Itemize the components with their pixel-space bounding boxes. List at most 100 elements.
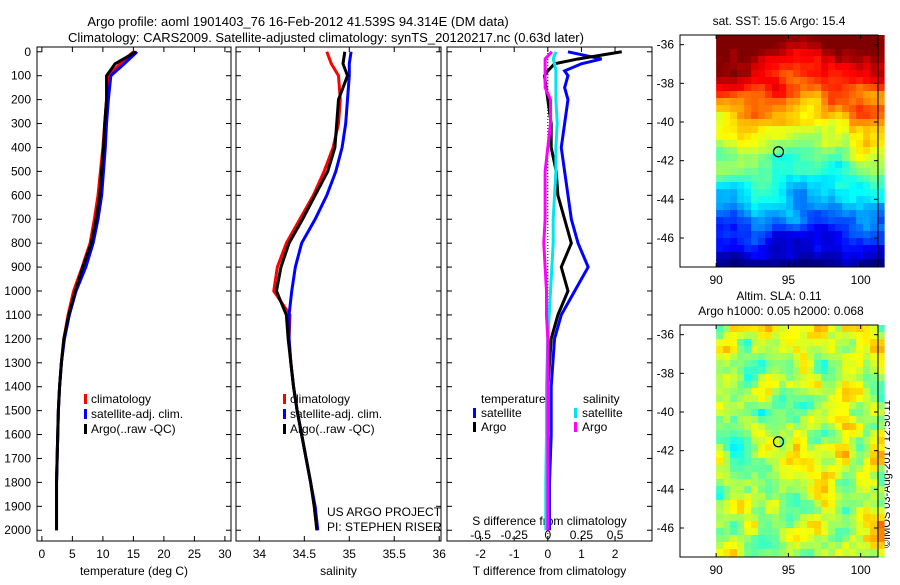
heatmap-cell: [723, 528, 731, 536]
heatmap-cell: [821, 203, 829, 211]
heatmap-cell: [779, 161, 787, 169]
heatmap-cell: [765, 472, 773, 480]
y-tick-label: 0: [24, 45, 31, 59]
heatmap-cell: [751, 381, 759, 389]
series-line-argo-raw-qc-: [55, 50, 137, 531]
heatmap-cell: [744, 238, 752, 246]
heatmap-cell: [807, 231, 815, 239]
heatmap-cell: [779, 521, 787, 529]
heatmap-cell: [716, 360, 724, 368]
heatmap-cell: [835, 465, 843, 473]
heatmap-cell: [814, 175, 822, 183]
heatmap-cell: [877, 154, 885, 162]
heatmap-cell: [716, 98, 724, 106]
heatmap-cell: [828, 381, 836, 389]
heatmap-cell: [779, 549, 787, 557]
heatmap-cell: [723, 63, 731, 71]
heatmap-cell: [835, 395, 843, 403]
heatmap-cell: [765, 175, 773, 183]
heatmap-cell: [779, 196, 787, 204]
heatmap-cell: [730, 346, 738, 354]
heatmap-cell: [849, 374, 857, 382]
heatmap-cell: [772, 175, 780, 183]
heatmap-cell: [807, 112, 815, 120]
heatmap-cell: [856, 451, 864, 459]
heatmap-cell: [849, 465, 857, 473]
heatmap-cell: [849, 479, 857, 487]
heatmap-cell: [737, 91, 745, 99]
heatmap-cell: [849, 42, 857, 50]
heatmap-cell: [779, 168, 787, 176]
heatmap-cell: [807, 147, 815, 155]
heatmap-cell: [793, 98, 801, 106]
heatmap-cell: [779, 423, 787, 431]
heatmap-cell: [737, 465, 745, 473]
heatmap-cell: [758, 360, 766, 368]
heatmap-cell: [772, 549, 780, 557]
heatmap-cell: [786, 507, 794, 515]
heatmap-cell: [877, 231, 885, 239]
heatmap-cell: [807, 154, 815, 162]
heatmap-cell: [800, 360, 808, 368]
heatmap-cell: [835, 367, 843, 375]
heatmap-cell: [877, 77, 885, 85]
heatmap-cell: [821, 63, 829, 71]
heatmap-cell: [821, 423, 829, 431]
heatmap-cell: [758, 98, 766, 106]
heatmap-cell: [751, 182, 759, 190]
heatmap-cell: [835, 507, 843, 515]
heatmap-cell: [758, 252, 766, 260]
heatmap-cell: [723, 339, 731, 347]
heatmap-cell: [716, 346, 724, 354]
heatmap-cell: [744, 133, 752, 141]
heatmap-cell: [751, 189, 759, 197]
heatmap-cell: [730, 493, 738, 501]
heatmap-cell: [772, 479, 780, 487]
heatmap-cell: [779, 374, 787, 382]
heatmap-cell: [786, 175, 794, 183]
heatmap-cell: [786, 409, 794, 417]
x-tick-label: 90: [709, 273, 723, 287]
heatmap-cell: [765, 147, 773, 155]
heatmap-cell: [870, 535, 878, 543]
heatmap-cell: [849, 168, 857, 176]
heatmap-cell: [744, 189, 752, 197]
heatmap-cell: [835, 168, 843, 176]
heatmap-cell: [877, 381, 885, 389]
heatmap-cell: [807, 56, 815, 64]
heatmap-cell: [807, 133, 815, 141]
heatmap-cell: [821, 479, 829, 487]
series-line-satellite-adj-clim-: [55, 50, 139, 531]
heatmap-cell: [821, 154, 829, 162]
heatmap-cell: [744, 119, 752, 127]
heatmap-cell: [779, 112, 787, 120]
heatmap-cell: [772, 402, 780, 410]
heatmap-cell: [856, 217, 864, 225]
heatmap-cell: [842, 451, 850, 459]
heatmap-cell: [849, 147, 857, 155]
heatmap-cell: [800, 437, 808, 445]
heatmap-cell: [793, 70, 801, 78]
heatmap-cell: [807, 549, 815, 557]
heatmap-cell: [751, 437, 759, 445]
heatmap-cell: [863, 381, 871, 389]
heatmap-cell: [730, 252, 738, 260]
heatmap-cell: [814, 126, 822, 134]
heatmap-cell: [863, 105, 871, 113]
x-tick-label: 15: [127, 547, 141, 561]
heatmap-cell: [793, 423, 801, 431]
heatmap-cell: [814, 259, 822, 267]
heatmap-cell: [842, 77, 850, 85]
heatmap-cell: [793, 91, 801, 99]
heatmap-cell: [716, 381, 724, 389]
heatmap-cell: [730, 56, 738, 64]
heatmap-cell: [723, 154, 731, 162]
heatmap-cell: [765, 182, 773, 190]
heatmap-cell: [842, 416, 850, 424]
heatmap-cell: [751, 168, 759, 176]
heatmap-cell: [723, 493, 731, 501]
heatmap-cell: [835, 458, 843, 466]
heatmap-cell: [765, 210, 773, 218]
heatmap-cell: [828, 161, 836, 169]
heatmap-cell: [814, 402, 822, 410]
